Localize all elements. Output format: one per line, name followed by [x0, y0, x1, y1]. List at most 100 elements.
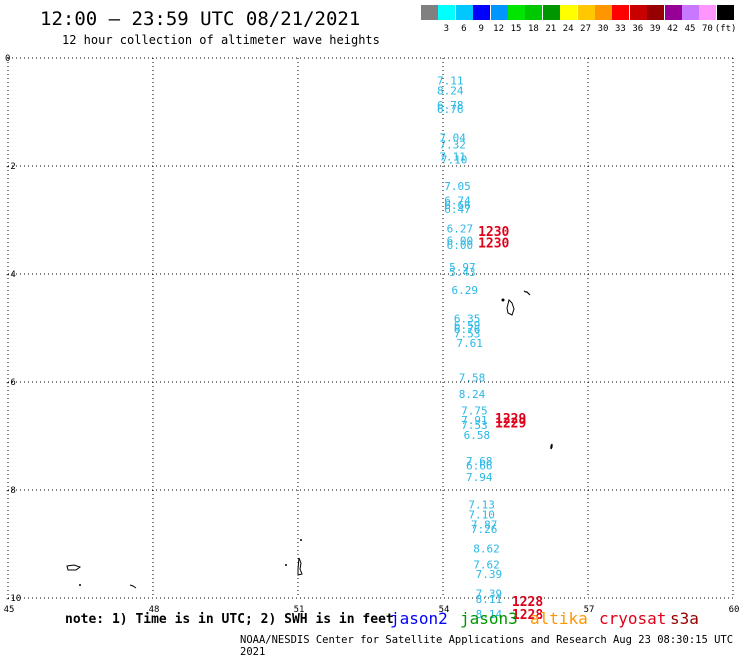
island-amirantes — [550, 443, 553, 450]
legend-swatch — [664, 5, 682, 20]
legend-swatch — [577, 5, 595, 20]
island-denis — [523, 290, 531, 296]
wave-height-label: 7.11 — [437, 75, 464, 88]
island-aldabra — [66, 564, 82, 571]
lon-tick-label: 57 — [584, 605, 595, 615]
legend-swatch — [455, 5, 473, 20]
wave-height-label: 7.58 — [459, 372, 486, 385]
island-cosmoledo — [129, 584, 137, 589]
map-title: 12:00 – 23:59 UTC 08/21/2021 — [40, 8, 361, 30]
wave-height-label: 7.10 — [468, 508, 495, 521]
wave-height-label: 6.58 — [464, 429, 491, 442]
wave-height-label: 7.87 — [471, 519, 498, 532]
wave-height-label: 5.43 — [449, 266, 476, 279]
legend-swatch — [438, 5, 456, 20]
legend-label: 24 — [562, 24, 574, 34]
legend-swatch — [595, 5, 612, 20]
land-outlines — [66, 290, 553, 589]
wave-height-label: 6.27 — [447, 223, 474, 236]
wave-height-label: 8.11 — [476, 593, 503, 606]
legend-label: 18 — [527, 24, 539, 34]
wave-height-label: 8.24 — [459, 388, 486, 401]
legend-label: 3 — [443, 24, 450, 34]
legend-label: 27 — [580, 24, 592, 34]
wave-height-label: 7.26 — [471, 523, 498, 536]
wave-height-label: 6.76 — [454, 323, 481, 336]
lat-tick-label: -2 — [5, 162, 16, 172]
satellite-label-jason3: jason3 — [460, 609, 518, 628]
pass-time-label: 1228 — [512, 595, 543, 610]
wave-height-label: 7.39 — [476, 568, 503, 581]
wave-height-label: 7.68 — [466, 455, 493, 468]
legend-swatch — [716, 5, 734, 20]
wave-height-label: 6.47 — [444, 203, 471, 216]
wave-height-label: 6.66 — [444, 199, 471, 212]
wave-height-label: 6.59 — [454, 319, 481, 332]
pass-time-label: 1229 — [495, 412, 526, 427]
wave-height-label: 7.62 — [473, 559, 500, 572]
wave-height-label: 6.74 — [444, 195, 471, 208]
wave-height-label: 6.78 — [437, 99, 464, 112]
wave-height-label: 7.13 — [468, 499, 495, 512]
legend-swatch — [682, 5, 699, 20]
wave-height-label: 7.05 — [444, 180, 471, 193]
satellite-label-cryosat: cryosat — [599, 609, 667, 628]
legend-label: 39 — [649, 24, 661, 34]
legend-label: 15 — [510, 24, 522, 34]
legend-label: 21 — [545, 24, 557, 34]
wave-height-label: 7.75 — [461, 405, 488, 418]
satellite-label-jason2: jason2 — [390, 609, 448, 628]
wave-height-label: 7.39 — [476, 588, 503, 601]
wave-height-label: 8.24 — [437, 84, 464, 97]
wave-height-label: 7.53 — [454, 327, 481, 340]
map-grid: 45 48 51 54 57 60 0 -2 -4 -6 -8 -10 — [4, 54, 740, 615]
legend-swatch — [508, 5, 525, 20]
legend-swatch — [525, 5, 543, 20]
wave-height-label: 6.35 — [454, 312, 481, 325]
lon-tick-label: 60 — [729, 605, 740, 615]
legend-swatch — [490, 5, 508, 20]
island-saint-pierre — [285, 564, 287, 566]
wave-height-label: 7.61 — [456, 337, 483, 350]
legend-swatch — [612, 5, 630, 20]
footer-credit: NOAA/NESDIS Center for Satellite Applica… — [240, 634, 734, 658]
legend-label: 12 — [493, 24, 505, 34]
wave-height-label: 7.94 — [466, 471, 493, 484]
legend-label: 33 — [614, 24, 626, 34]
legend-swatch — [699, 5, 717, 20]
wave-height-label: 7.91 — [461, 414, 488, 427]
lon-tick-label: 51 — [294, 605, 305, 615]
wave-height-label: 8.14 — [476, 608, 503, 621]
island-assumption — [79, 584, 81, 586]
island-small — [300, 539, 302, 541]
wave-height-label: 7.32 — [439, 138, 466, 151]
legend-label: 70 — [701, 24, 713, 34]
lon-tick-label: 45 — [4, 605, 15, 615]
lat-tick-label: 0 — [5, 54, 10, 64]
satellite-label-s3a: s3a — [670, 609, 699, 628]
lat-tick-label: -4 — [5, 270, 16, 280]
wave-height-label: 6.66 — [466, 460, 493, 473]
pass-time-label: 1228 — [512, 608, 543, 623]
pass-time-label: 1230 — [478, 225, 509, 240]
lat-tick-label: -10 — [5, 594, 21, 604]
lon-tick-label: 48 — [149, 605, 160, 615]
wave-height-label: 7.04 — [439, 131, 466, 144]
legend-label: 9 — [478, 24, 484, 34]
legend-label: 42 — [667, 24, 679, 34]
wave-height-label: 6.00 — [447, 239, 474, 252]
legend-label: 6 — [461, 24, 467, 34]
island-praslin — [501, 298, 505, 302]
wave-height-label: 6.29 — [452, 284, 479, 297]
wave-height-values: 7.118.246.786.767.047.327.117.107.056.74… — [437, 75, 503, 622]
wave-height-label: 6.76 — [437, 103, 464, 116]
legend-label: 45 — [684, 24, 696, 34]
legend-label: 30 — [597, 24, 609, 34]
island-providence — [297, 557, 303, 576]
legend-label: 36 — [632, 24, 644, 34]
legend-swatch — [421, 5, 438, 20]
wave-height-label: 7.11 — [439, 150, 466, 163]
legend-label: (ft) — [714, 24, 737, 34]
legend-swatch — [560, 5, 578, 20]
satellite-label-altika: altika — [530, 609, 588, 628]
